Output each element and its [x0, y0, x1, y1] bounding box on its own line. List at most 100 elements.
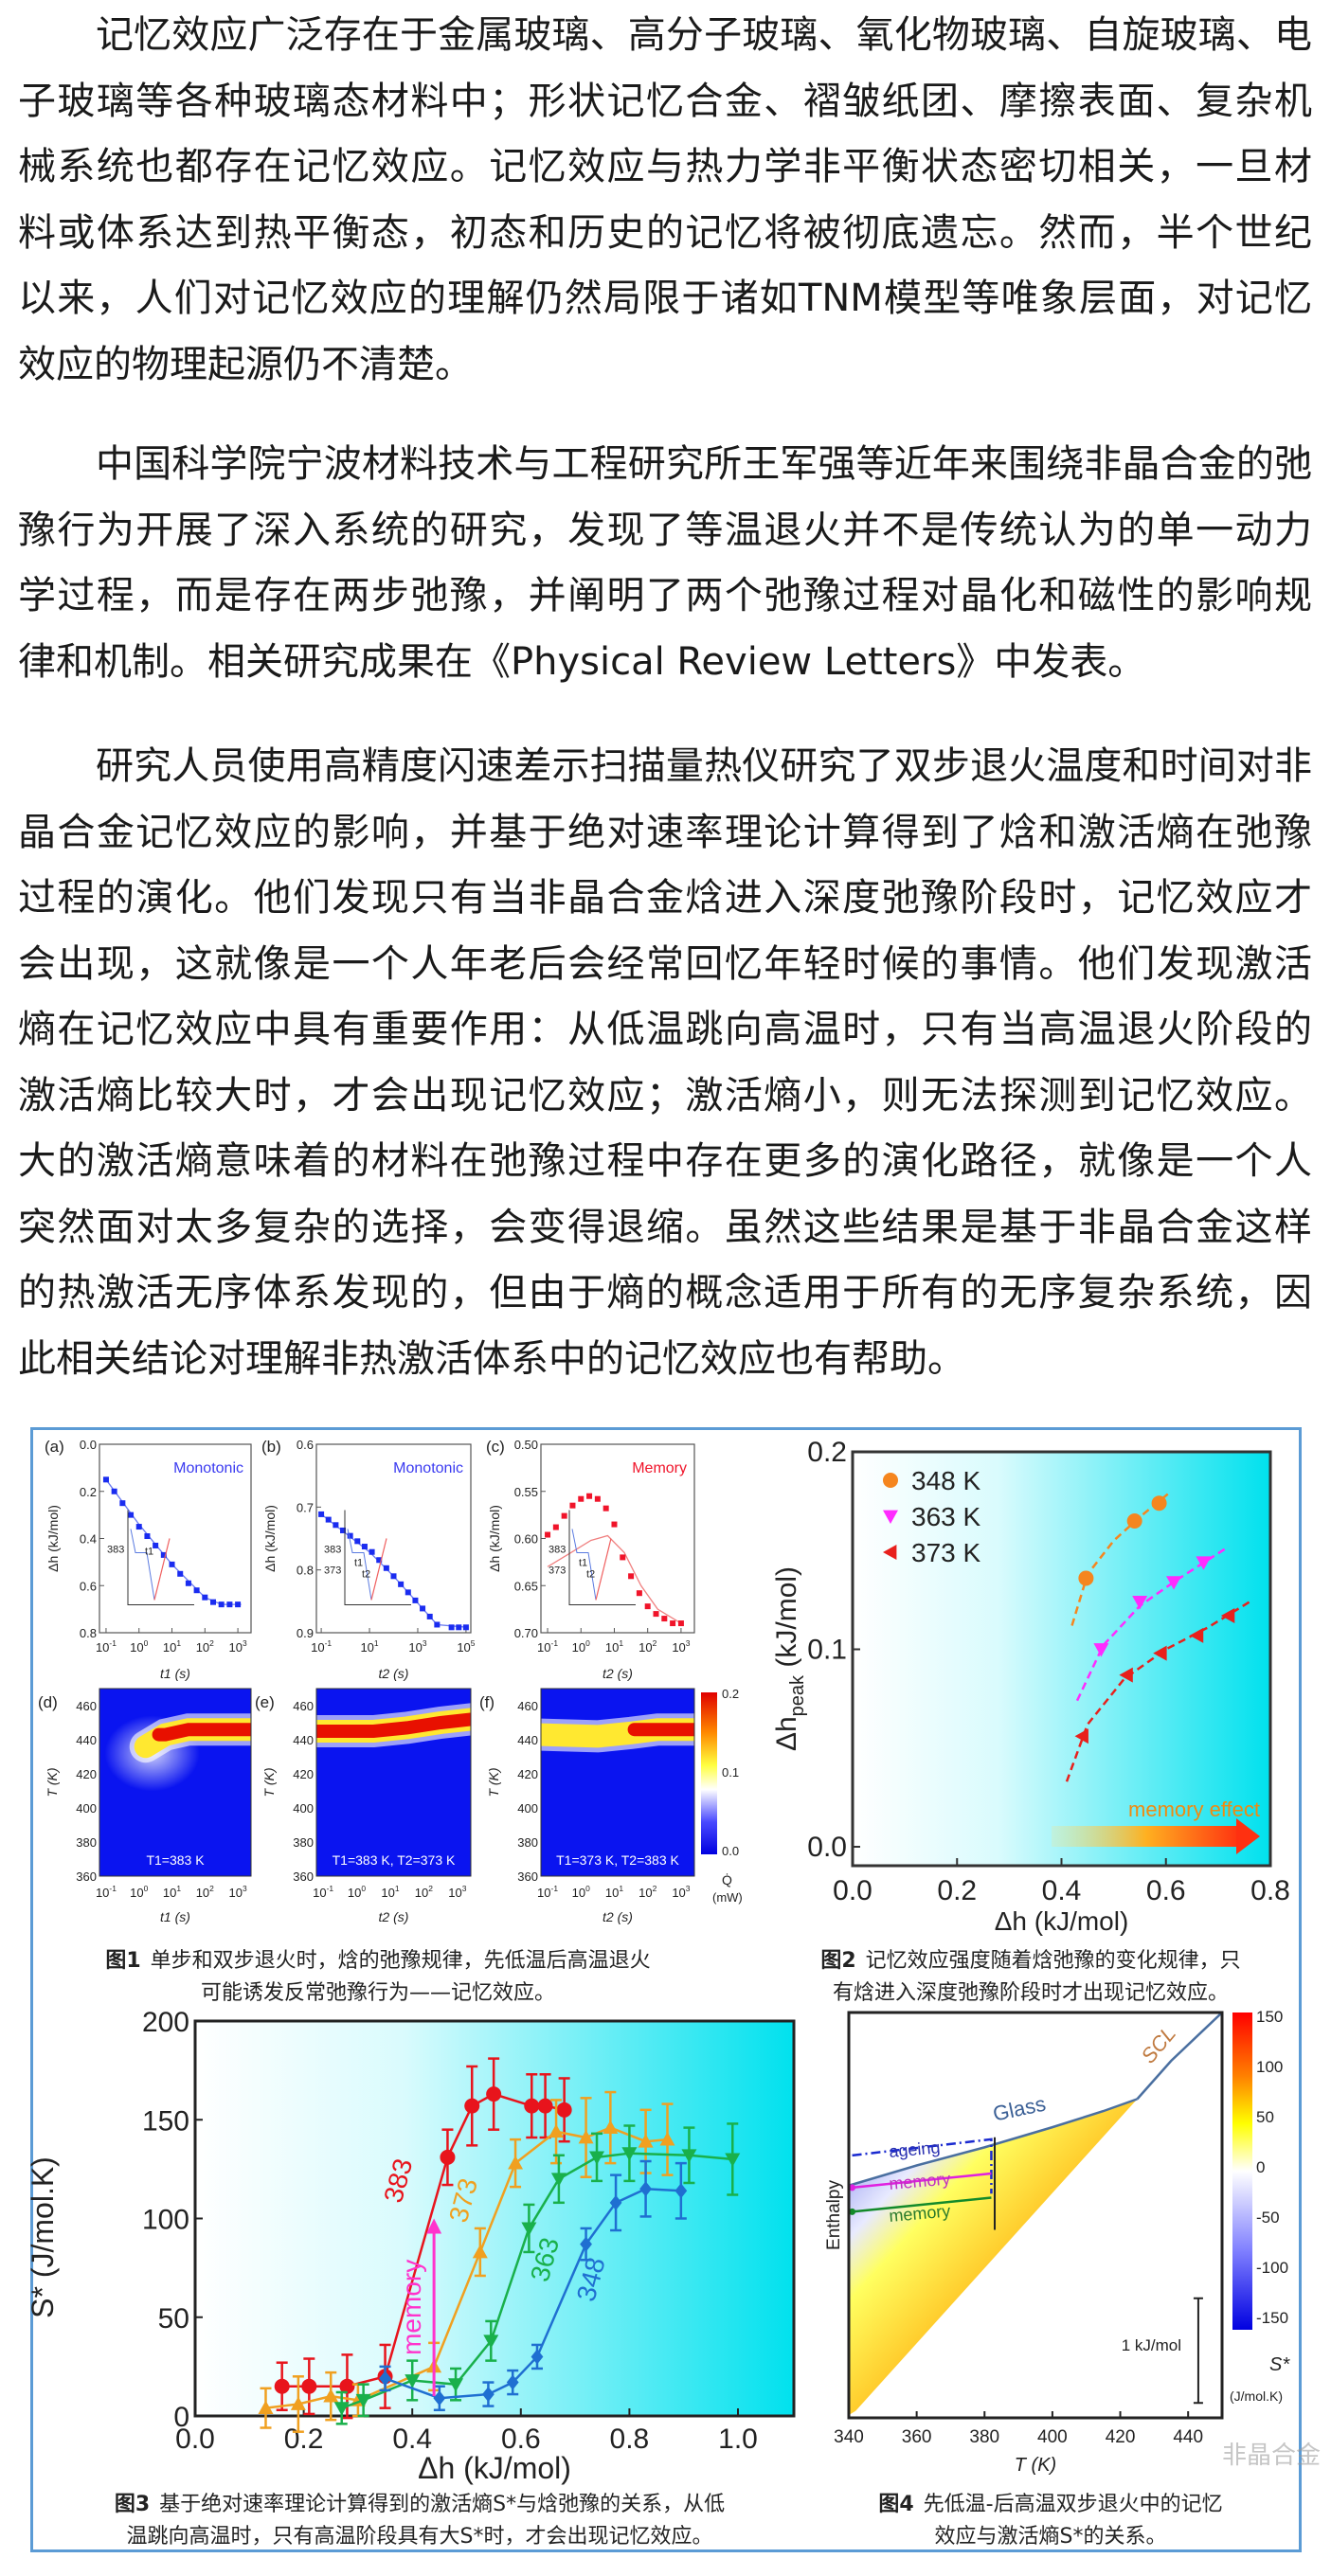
paragraph-3-line: 突然面对太多复杂的选择，会变得退缩。虽然这些结果是基于非晶合金这样: [18, 1205, 1312, 1249]
data-point: [1153, 1645, 1167, 1661]
data-point: [347, 1532, 353, 1539]
colorbar-tick-label: 0.1: [722, 1765, 739, 1780]
data-point: [482, 2387, 495, 2403]
band-red: [316, 1712, 471, 1738]
data-point: [379, 2370, 391, 2387]
y-axis-label: Δhpeak (kJ/mol): [771, 1566, 808, 1751]
data-point: [128, 1512, 135, 1518]
data-point: [578, 1495, 585, 1502]
data-point: [639, 2181, 652, 2197]
y-tick-label: 0.60: [514, 1532, 538, 1547]
legend-marker: [883, 1510, 898, 1524]
x-tick-label: 380: [969, 2427, 999, 2447]
x-tick-label: 103: [672, 1638, 690, 1655]
data-point: [135, 1524, 142, 1530]
x-tick-label: 101: [163, 1638, 181, 1655]
data-point: [1151, 1495, 1167, 1512]
data-point: [405, 1589, 411, 1596]
data-point: [556, 2102, 572, 2118]
y-tick-label: 400: [293, 1801, 314, 1816]
plot-frame: [540, 1443, 695, 1634]
data-point: [290, 2396, 306, 2410]
plot-frame: [540, 1688, 695, 1877]
y-tick-label: 360: [76, 1869, 97, 1884]
figure-1-panel-b: (b) Monotonic 0.6 0.7 0.8 0.910-1 101 103 105 t2 …: [261, 1438, 476, 1681]
inset-axes: [568, 1510, 636, 1605]
data-point: [550, 2173, 567, 2187]
panel-title: Monotonic: [173, 1460, 243, 1476]
x-tick-label: 420: [1106, 2427, 1136, 2447]
heatmap-annotation: T1=383 K, T2=373 K: [333, 1852, 456, 1868]
heatmap-band: [104, 1713, 251, 1792]
y-tick-label: 380: [293, 1835, 314, 1850]
y-tick-label: 50: [158, 2303, 189, 2334]
data-point: [448, 1624, 455, 1631]
data-point: [210, 1599, 216, 1605]
paragraph-2-line: 学过程，而是存在两步弛豫，并阐明了两个弛豫过程对晶化和磁性的影响规: [18, 574, 1312, 617]
x-axis-label: t2 (s): [603, 1909, 633, 1924]
data-point: [258, 2400, 274, 2415]
x-tick-label: 0.2: [284, 2424, 324, 2455]
paragraph-2-line: 中国科学院宁波材料技术与工程研究所王军强等近年来围绕非晶合金的弛: [96, 442, 1312, 486]
x-tick-label: 100: [572, 1638, 590, 1655]
panel-title: Monotonic: [393, 1460, 463, 1476]
figure-1-panel-d: (d) 360 380 400 420 440 460 10-1 100 101 102 103 t1 …: [38, 1688, 252, 1924]
series-348k: 348 K: [883, 1466, 1173, 1626]
y-tick-label: 0.6: [80, 1579, 97, 1593]
x-tick-label: 340: [834, 2427, 864, 2447]
y-tick-label: 0.7: [297, 1500, 314, 1514]
inset-heating-line: [595, 1538, 612, 1601]
paragraph-2-line: 豫行为开展了深入系统的研究，发现了等温退火并不是传统认为的单一动力: [18, 508, 1312, 552]
colorbar-tick-label: -150: [1256, 2309, 1288, 2327]
inset-label: 383: [107, 1544, 124, 1555]
y-tick-label: 100: [142, 2205, 189, 2236]
memory-arrow-head: [426, 2218, 442, 2234]
series-373k: 373 K: [883, 1538, 1250, 1782]
data-point: [638, 2134, 654, 2148]
data-point: [160, 1551, 167, 1558]
heatmap-annotation: T1=383 K: [146, 1852, 205, 1868]
data-point: [218, 1601, 225, 1608]
memory-arrow-label: memory: [397, 2260, 426, 2355]
y-tick-label: 0.0: [80, 1438, 97, 1452]
data-point: [609, 2194, 622, 2210]
data-point: [102, 1476, 109, 1483]
caption-text: 先低温-后高温双步退火中的记忆: [923, 2493, 1223, 2516]
data-point: [508, 2156, 524, 2170]
inset-label: 373: [324, 1565, 341, 1576]
x-tick-label: 102: [415, 1884, 433, 1900]
y-tick-label: 420: [76, 1767, 97, 1781]
x-tick-label: 101: [605, 1638, 623, 1655]
data-point: [177, 1570, 184, 1577]
paragraph-1-line: 子玻璃等各种玻璃态材料中；形状记忆合金、褶皱纸团、摩擦表面、复杂机: [18, 79, 1312, 123]
y-axis-label: Δh (kJ/mol): [487, 1505, 502, 1572]
data-point: [420, 1605, 426, 1612]
data-point: [472, 2244, 488, 2259]
y-tick-label: 150: [142, 2105, 189, 2137]
panel-title: Memory: [632, 1460, 687, 1476]
plot-frame: [315, 1688, 472, 1877]
data-point: [1119, 1667, 1133, 1683]
data-point: [569, 1502, 576, 1509]
heatmap-band: [316, 1703, 471, 1747]
data-point: [412, 1597, 419, 1603]
colorbar-label: Q̇: [722, 1872, 732, 1887]
x-axis-label: t2 (s): [379, 1909, 409, 1924]
inset-label: t1: [354, 1557, 363, 1568]
y-tick-label: 0.55: [514, 1485, 538, 1499]
y-tick-label: 360: [517, 1869, 538, 1884]
colorbar-unit: (J/mol.K): [1230, 2388, 1283, 2404]
data-point: [545, 1531, 551, 1538]
series-363k: 363 K: [883, 1502, 1230, 1702]
data-point: [1196, 1556, 1212, 1570]
path-label: ageing: [889, 2138, 942, 2161]
legend-label: 348 K: [911, 1466, 980, 1495]
data-point: [644, 1603, 651, 1610]
x-tick-label: 0.8: [1250, 1875, 1290, 1906]
x-tick-label: 103: [229, 1884, 247, 1900]
figure-1-caption: 图1 单步和双步退火时，焓的弛豫规律，先低温后高温退火 可能诱发反常弛豫行为——记…: [41, 1945, 715, 2010]
data-point: [586, 1493, 593, 1499]
data-point: [185, 1580, 191, 1586]
